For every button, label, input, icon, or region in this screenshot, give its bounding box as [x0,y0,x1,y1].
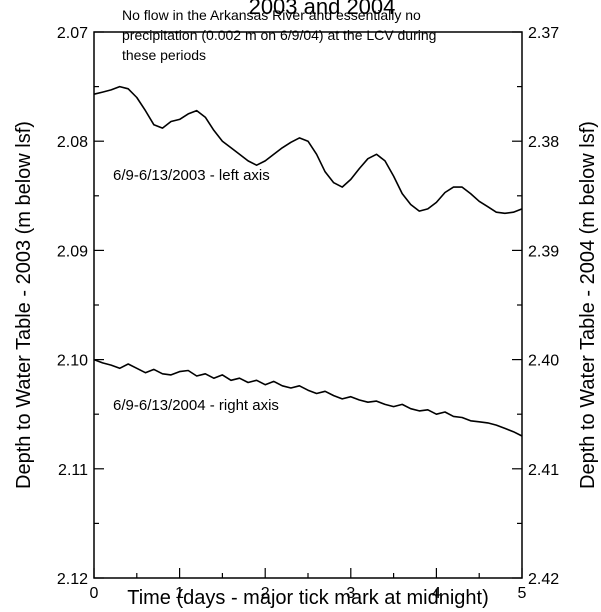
x-tick-label: 1 [175,585,184,602]
plot-frame [93,31,523,579]
right-tick-label: 2.40 [528,353,559,370]
x-axis-ticks: 0 1 2 3 4 5 [90,568,527,602]
x-tick-label: 2 [261,585,270,602]
series-label-2003: 6/9-6/13/2003 - left axis [113,167,270,184]
series-layer [93,85,523,437]
left-tick-label: 2.10 [57,353,88,370]
x-axis-label: Time (days - major tick mark at midnight… [127,587,489,609]
x-tick-label: 0 [90,585,99,602]
left-y-axis-ticks: 2.07 2.08 2.09 2.10 2.11 2.12 [57,25,104,588]
note-line-2: precipitation (0.002 m on 6/9/04) at the… [122,27,436,43]
right-y-axis-ticks: 2.37 2.38 2.39 2.40 2.41 2.42 [512,25,559,588]
left-tick-label: 2.07 [57,25,88,42]
x-tick-label: 4 [432,585,441,602]
right-tick-label: 2.37 [528,25,559,42]
note-line-3: these periods [122,47,206,63]
right-tick-label: 2.39 [528,243,559,260]
series-label-2004: 6/9-6/13/2004 - right axis [113,397,279,414]
series-line-2003 [93,85,523,215]
series-line-2004 [93,358,523,437]
left-y-axis-label: Depth to Water Table - 2003 (m below lsf… [13,121,35,489]
left-tick-label: 2.11 [58,462,88,479]
left-tick-label: 2.08 [57,134,88,151]
left-tick-label: 2.09 [57,243,88,260]
left-tick-label: 2.12 [57,571,88,588]
note-line-1: No flow in the Arkansas River and essent… [122,7,421,23]
right-tick-label: 2.41 [528,462,559,479]
chart-title: 2003 and 2004 [249,0,396,19]
right-tick-label: 2.42 [528,571,559,588]
right-tick-label: 2.38 [528,134,559,151]
right-y-axis-label: Depth to Water Table - 2004 (m below lsf… [577,121,599,489]
x-tick-label: 3 [346,585,355,602]
x-tick-label: 5 [518,585,527,602]
